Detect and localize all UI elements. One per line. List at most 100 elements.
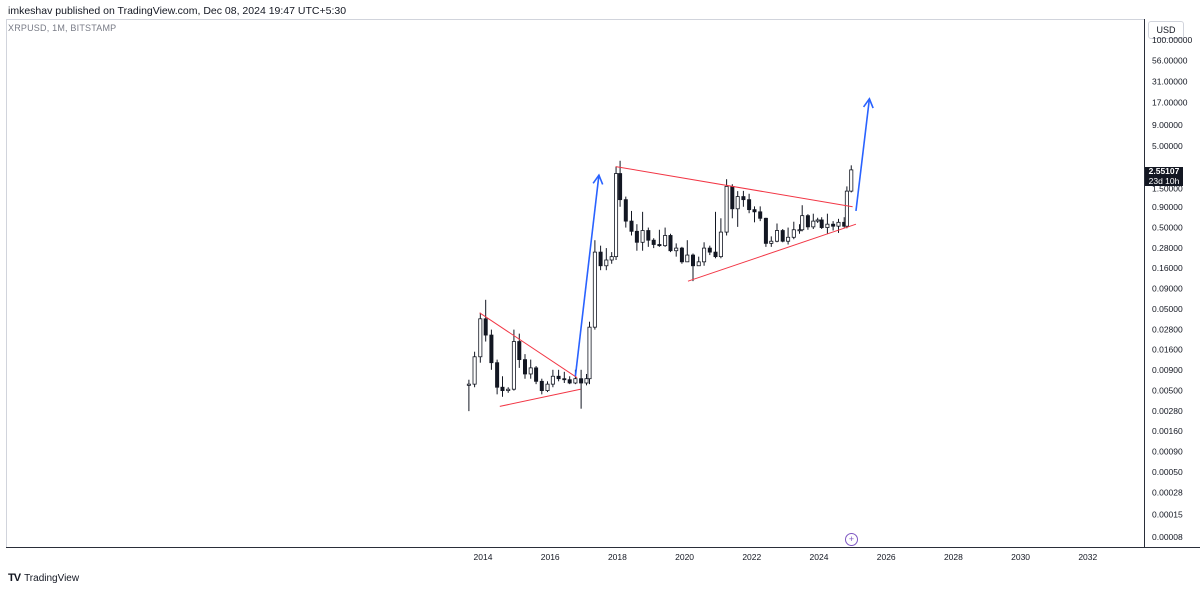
y-tick-label: 0.00900	[1152, 365, 1183, 375]
candle-body	[775, 230, 780, 242]
candle-body	[702, 247, 707, 263]
event-marker-icon[interactable]: +	[845, 533, 858, 546]
forecast-arrowhead	[862, 97, 874, 109]
candle-body	[735, 196, 740, 210]
y-tick-label: 0.00090	[1152, 446, 1183, 456]
y-tick-label: 0.05000	[1152, 304, 1183, 314]
candle-body	[506, 388, 511, 392]
candle-body	[674, 247, 679, 252]
candle-body	[567, 379, 572, 384]
y-tick-label: 0.90000	[1152, 202, 1183, 212]
x-tick-label: 2018	[608, 552, 627, 562]
candle-body	[629, 220, 634, 232]
y-tick-label: 0.00160	[1152, 426, 1183, 436]
candle-body	[478, 318, 483, 358]
y-tick-label: 0.02800	[1152, 325, 1183, 335]
candle-body	[747, 199, 752, 211]
forecast-arrowhead	[592, 173, 604, 185]
y-tick-label: 9.00000	[1152, 120, 1183, 130]
candle-body	[534, 367, 539, 382]
publish-info: imkeshav published on TradingView.com, D…	[8, 5, 347, 17]
candle-body	[713, 251, 718, 258]
candle-body	[763, 217, 768, 244]
candle-body	[797, 229, 802, 232]
candle-body	[556, 375, 561, 380]
candle-body	[623, 199, 628, 222]
x-tick-label: 2016	[541, 552, 560, 562]
y-tick-label: 0.00028	[1152, 488, 1183, 498]
candle-body	[545, 383, 550, 392]
y-tick-label: 56.00000	[1152, 56, 1188, 66]
forecast-arrow	[574, 175, 600, 377]
candle-body	[844, 190, 849, 227]
candle-body	[517, 341, 522, 361]
candle-body	[646, 230, 651, 241]
tradingview-logo-icon: TV	[8, 572, 21, 584]
candle-body	[741, 196, 746, 201]
candle-body	[780, 230, 785, 242]
candle-body	[483, 318, 488, 336]
candle-body	[663, 235, 668, 247]
candle-body	[849, 169, 854, 192]
candle-body	[811, 220, 816, 228]
candle-body	[634, 230, 639, 243]
candle-body	[786, 236, 791, 242]
candle-body	[724, 185, 729, 233]
candle-body	[758, 211, 763, 219]
x-tick-label: 2014	[474, 552, 493, 562]
y-tick-label: 0.00280	[1152, 406, 1183, 416]
candle-body	[539, 380, 544, 392]
x-tick-label: 2024	[810, 552, 829, 562]
candle-body	[640, 230, 645, 243]
candle-body	[592, 251, 597, 328]
candle-body	[584, 378, 589, 384]
candle-body	[495, 362, 500, 388]
symbol-label[interactable]: XRPUSD, 1M, BITSTAMP	[8, 23, 117, 33]
x-tick-label: 2030	[1011, 552, 1030, 562]
x-tick-label: 2022	[742, 552, 761, 562]
candle-body	[805, 215, 810, 228]
y-tick-label: 0.09000	[1152, 283, 1183, 293]
y-tick-label: 0.28000	[1152, 243, 1183, 253]
candle-body	[651, 239, 656, 245]
candle-body	[573, 378, 578, 384]
currency-button[interactable]: USD	[1148, 21, 1184, 39]
trendline	[615, 166, 853, 208]
candle-body	[685, 254, 690, 263]
trendline	[687, 223, 857, 282]
candle-body	[587, 326, 592, 380]
candle-body	[528, 367, 533, 375]
candle-body	[691, 254, 696, 267]
candle-body	[800, 215, 805, 231]
y-tick-label: 17.00000	[1152, 98, 1188, 108]
candle-body	[769, 240, 774, 244]
chart-pane[interactable]	[6, 19, 1145, 548]
y-tick-label: 0.00015	[1152, 510, 1183, 520]
candle-body	[604, 259, 609, 267]
candle-body	[489, 334, 494, 364]
candle-body	[730, 185, 735, 210]
candle-body	[696, 261, 701, 267]
candle-body	[466, 383, 471, 386]
candle-body	[550, 375, 555, 385]
candle-body	[500, 386, 505, 392]
candle-body	[819, 219, 824, 228]
candle-body	[472, 356, 477, 385]
candle-body	[668, 235, 673, 252]
trendline	[499, 388, 581, 407]
brand-name: TradingView	[24, 572, 80, 584]
candle-body	[598, 251, 603, 267]
candle-body	[511, 341, 516, 390]
candle-body	[836, 221, 841, 227]
y-tick-label: 0.50000	[1152, 223, 1183, 233]
y-tick-label: 0.01600	[1152, 344, 1183, 354]
y-tick-label: 0.00500	[1152, 386, 1183, 396]
candle-body	[707, 247, 712, 253]
candle-body	[791, 229, 796, 238]
candle-body	[579, 378, 584, 384]
y-tick-label: 0.16000	[1152, 263, 1183, 273]
footer-brand[interactable]: TV TradingView	[8, 572, 79, 584]
price-scale[interactable]	[1144, 19, 1200, 547]
y-tick-label: 100.00000	[1152, 35, 1192, 45]
